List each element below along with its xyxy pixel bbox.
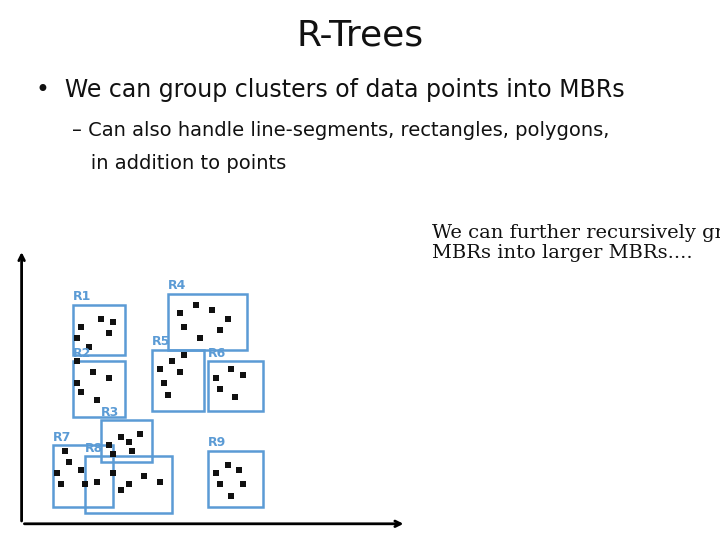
Text: in addition to points: in addition to points: [72, 154, 287, 173]
Text: R9: R9: [208, 436, 226, 449]
Text: R5: R5: [153, 335, 171, 348]
Text: R8: R8: [85, 442, 103, 455]
Text: •  We can group clusters of data points into MBRs: • We can group clusters of data points i…: [36, 78, 625, 102]
Text: – Can also handle line-segments, rectangles, polygons,: – Can also handle line-segments, rectang…: [72, 122, 609, 140]
Text: We can further recursively group
MBRs into larger MBRs....: We can further recursively group MBRs in…: [432, 224, 720, 262]
Bar: [73, 305, 125, 355]
Text: R1: R1: [73, 291, 91, 303]
Bar: [153, 350, 204, 411]
Text: R6: R6: [208, 347, 226, 360]
Bar: [73, 361, 125, 417]
Bar: [168, 294, 248, 350]
Bar: [85, 456, 172, 512]
Text: R4: R4: [168, 279, 186, 292]
Bar: [208, 451, 264, 507]
Text: R3: R3: [101, 406, 119, 419]
Bar: [208, 361, 264, 411]
Bar: [101, 420, 153, 462]
Text: R7: R7: [53, 431, 72, 444]
Text: R-Trees: R-Trees: [297, 19, 423, 53]
Bar: [53, 445, 113, 507]
Text: R2: R2: [73, 347, 91, 360]
